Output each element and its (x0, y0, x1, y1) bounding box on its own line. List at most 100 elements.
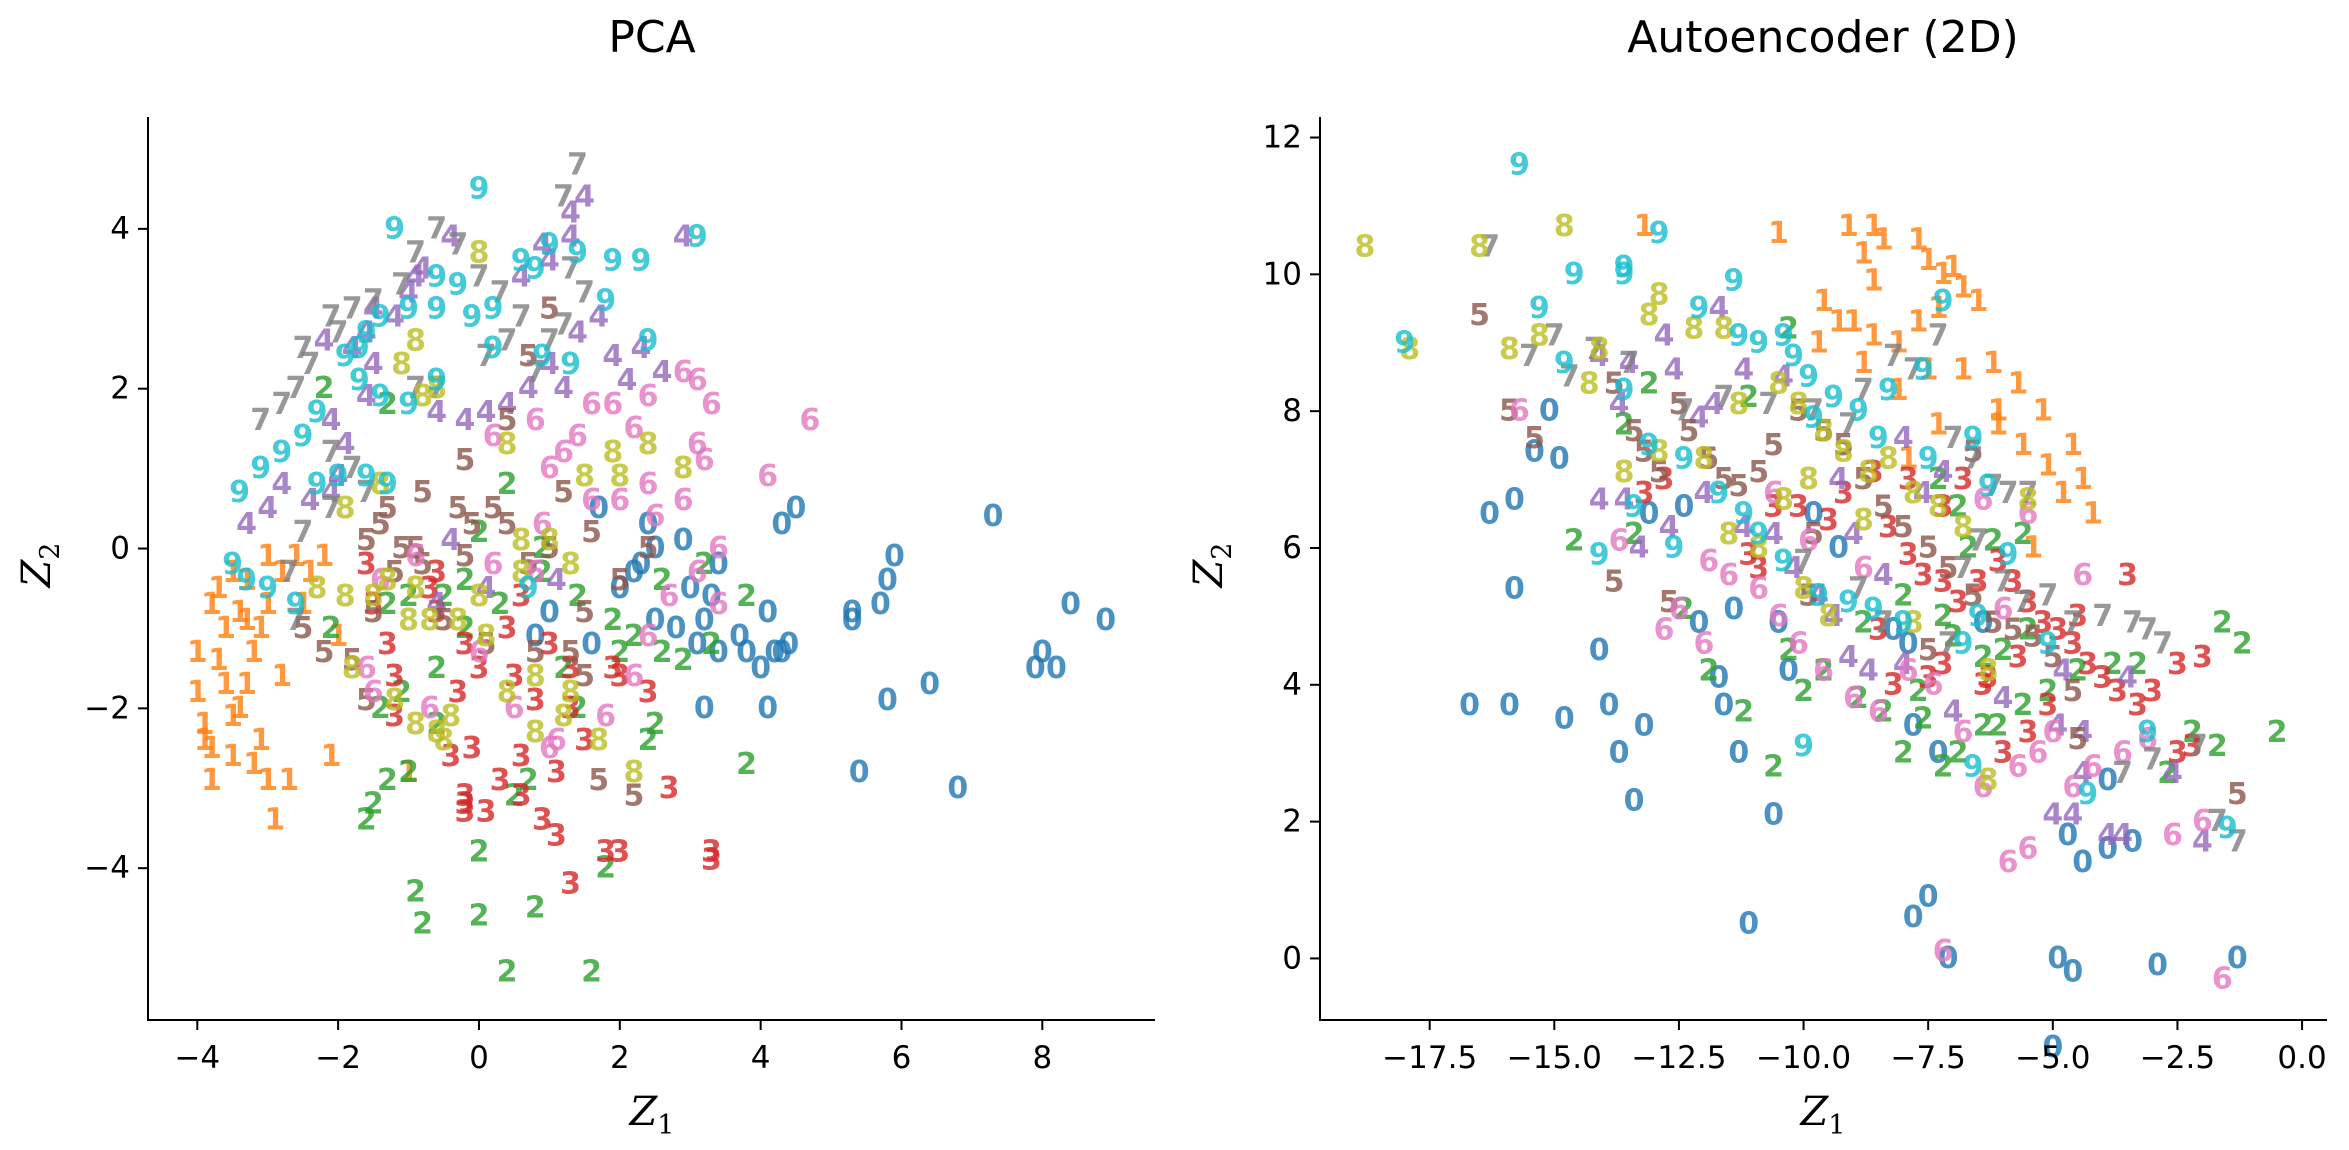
pca-point-digit-1: 1 (271, 555, 292, 590)
pca-point-digit-3: 3 (419, 571, 440, 606)
autoencoder-point-digit-3: 3 (2167, 736, 2188, 771)
pca-point-digit-0: 0 (842, 595, 863, 630)
pca-y-tick-label: 4 (110, 211, 130, 247)
pca-point-digit-5: 5 (454, 539, 475, 574)
pca-point-digit-9: 9 (370, 299, 391, 334)
autoencoder-point-digit-3: 3 (1863, 455, 1884, 490)
pca-point-digit-9: 9 (285, 587, 306, 622)
pca-point-digit-3: 3 (595, 835, 616, 870)
autoencoder-point-digit-3: 3 (1788, 489, 1809, 524)
autoencoder-point-digit-1: 1 (1808, 325, 1829, 360)
autoencoder-point-digit-5: 5 (1788, 394, 1809, 429)
pca-point-digit-4: 4 (440, 219, 461, 254)
autoencoder-point-digit-1: 1 (1863, 318, 1884, 353)
autoencoder-point-digit-3: 3 (2037, 688, 2058, 723)
pca-point-digit-1: 1 (187, 675, 208, 710)
pca-point-digit-6: 6 (638, 379, 659, 414)
autoencoder-point-digit-1: 1 (2032, 394, 2053, 429)
autoencoder-point-digit-1: 1 (1933, 257, 1954, 292)
pca-point-digit-5: 5 (356, 683, 377, 718)
pca-point-digit-7: 7 (292, 515, 313, 550)
pca-point-digit-3: 3 (701, 843, 722, 878)
pca-point-digit-3: 3 (384, 659, 405, 694)
pca-point-digit-4: 4 (440, 523, 461, 558)
autoencoder-point-digit-3: 3 (1748, 551, 1769, 586)
autoencoder-point-digit-4: 4 (1893, 647, 1914, 682)
autoencoder-point-digit-9: 9 (2137, 715, 2158, 750)
pca-point-digit-8: 8 (398, 603, 419, 638)
pca-point-digit-8: 8 (405, 707, 426, 742)
pca-point-digit-7: 7 (285, 603, 306, 638)
autoencoder-point-digit-4: 4 (1619, 346, 1640, 381)
pca-point-digit-8: 8 (384, 683, 405, 718)
pca-point-digit-5: 5 (539, 531, 560, 566)
autoencoder-point-digit-3: 3 (2047, 613, 2068, 648)
autoencoder-x-tick-label: −15.0 (1507, 1040, 1602, 1076)
autoencoder-point-digit-4: 4 (1589, 483, 1610, 518)
autoencoder-point-digit-1: 1 (1828, 305, 1849, 340)
autoencoder-point-digit-1: 1 (1888, 325, 1909, 360)
autoencoder-point-digit-7: 7 (1993, 565, 2014, 600)
pca-point-digit-8: 8 (588, 723, 609, 758)
pca-point-digit-4: 4 (384, 299, 405, 334)
autoencoder-point-digit-5: 5 (1469, 298, 1490, 333)
pca-point-digit-7: 7 (321, 491, 342, 526)
pca-point-digit-3: 3 (511, 739, 532, 774)
pca-point-digit-7: 7 (405, 371, 426, 406)
pca-point-digit-6: 6 (623, 411, 644, 446)
autoencoder-point-digit-8: 8 (1903, 476, 1924, 511)
pca-point-digit-6: 6 (673, 355, 694, 390)
pca-point-digit-6: 6 (623, 659, 644, 694)
pca-point-digit-3: 3 (504, 659, 525, 694)
autoencoder-point-digit-5: 5 (1963, 435, 1984, 470)
pca-point-digit-1: 1 (257, 539, 278, 574)
pca-point-digit-0: 0 (757, 691, 778, 726)
autoencoder-point-digit-5: 5 (2062, 674, 2083, 709)
autoencoder-point-digit-4: 4 (1708, 291, 1729, 326)
pca-point-digit-6: 6 (532, 507, 553, 542)
autoencoder-point-digit-3: 3 (2007, 640, 2028, 675)
pca-point-digit-2: 2 (567, 691, 588, 726)
autoencoder-point-digit-4: 4 (1808, 578, 1829, 613)
pca-point-digit-7: 7 (328, 315, 349, 350)
pca-point-digit-1: 1 (222, 739, 243, 774)
pca-point-digit-5: 5 (391, 531, 412, 566)
pca-point-digit-1: 1 (321, 739, 342, 774)
autoencoder-point-digit-2: 2 (1973, 640, 1994, 675)
pca-point-digit-4: 4 (560, 195, 581, 230)
autoencoder-point-digit-8: 8 (1878, 442, 1899, 477)
pca-point-digit-2: 2 (469, 899, 490, 934)
pca-point-digit-2: 2 (736, 747, 757, 782)
autoencoder-point-digit-8: 8 (1649, 435, 1670, 470)
autoencoder-point-digit-4: 4 (1703, 387, 1724, 422)
pca-point-digit-9: 9 (638, 323, 659, 358)
pca-point-digit-7: 7 (560, 251, 581, 286)
autoencoder-point-digit-0: 0 (1609, 736, 1630, 771)
pca-point-digit-2: 2 (532, 531, 553, 566)
pca-point-digit-1: 1 (257, 763, 278, 798)
pca-point-digit-2: 2 (412, 907, 433, 942)
pca-point-digit-4: 4 (476, 571, 497, 606)
pca-point-digit-5: 5 (581, 515, 602, 550)
autoencoder-point-digit-4: 4 (1828, 462, 1849, 497)
pca-point-digit-5: 5 (483, 491, 504, 526)
pca-y-axis-label-main: Z (14, 558, 60, 589)
pca-point-digit-7: 7 (511, 299, 532, 334)
pca-point-digit-5: 5 (412, 547, 433, 582)
autoencoder-point-digit-4: 4 (1838, 640, 1859, 675)
autoencoder-point-digit-7: 7 (1938, 626, 1959, 661)
autoencoder-point-digit-2: 2 (2207, 729, 2228, 764)
autoencoder-point-digit-4: 4 (1693, 476, 1714, 511)
pca-point-digit-7: 7 (363, 283, 384, 318)
pca-point-digit-1: 1 (222, 699, 243, 734)
pca-point-digit-7: 7 (447, 227, 468, 262)
autoencoder-point-digit-4: 4 (1614, 483, 1635, 518)
pca-point-digit-1: 1 (278, 763, 299, 798)
autoencoder-point-digit-4: 4 (2062, 797, 2083, 832)
pca-point-digit-3: 3 (454, 787, 475, 822)
pca-point-digit-2: 2 (553, 651, 574, 686)
autoencoder-point-digit-2: 2 (2017, 613, 2038, 648)
pca-x-axis-label-sub: 1 (657, 1110, 674, 1141)
autoencoder-point-digit-8: 8 (1953, 510, 1974, 545)
pca-point-digit-1: 1 (236, 563, 257, 598)
